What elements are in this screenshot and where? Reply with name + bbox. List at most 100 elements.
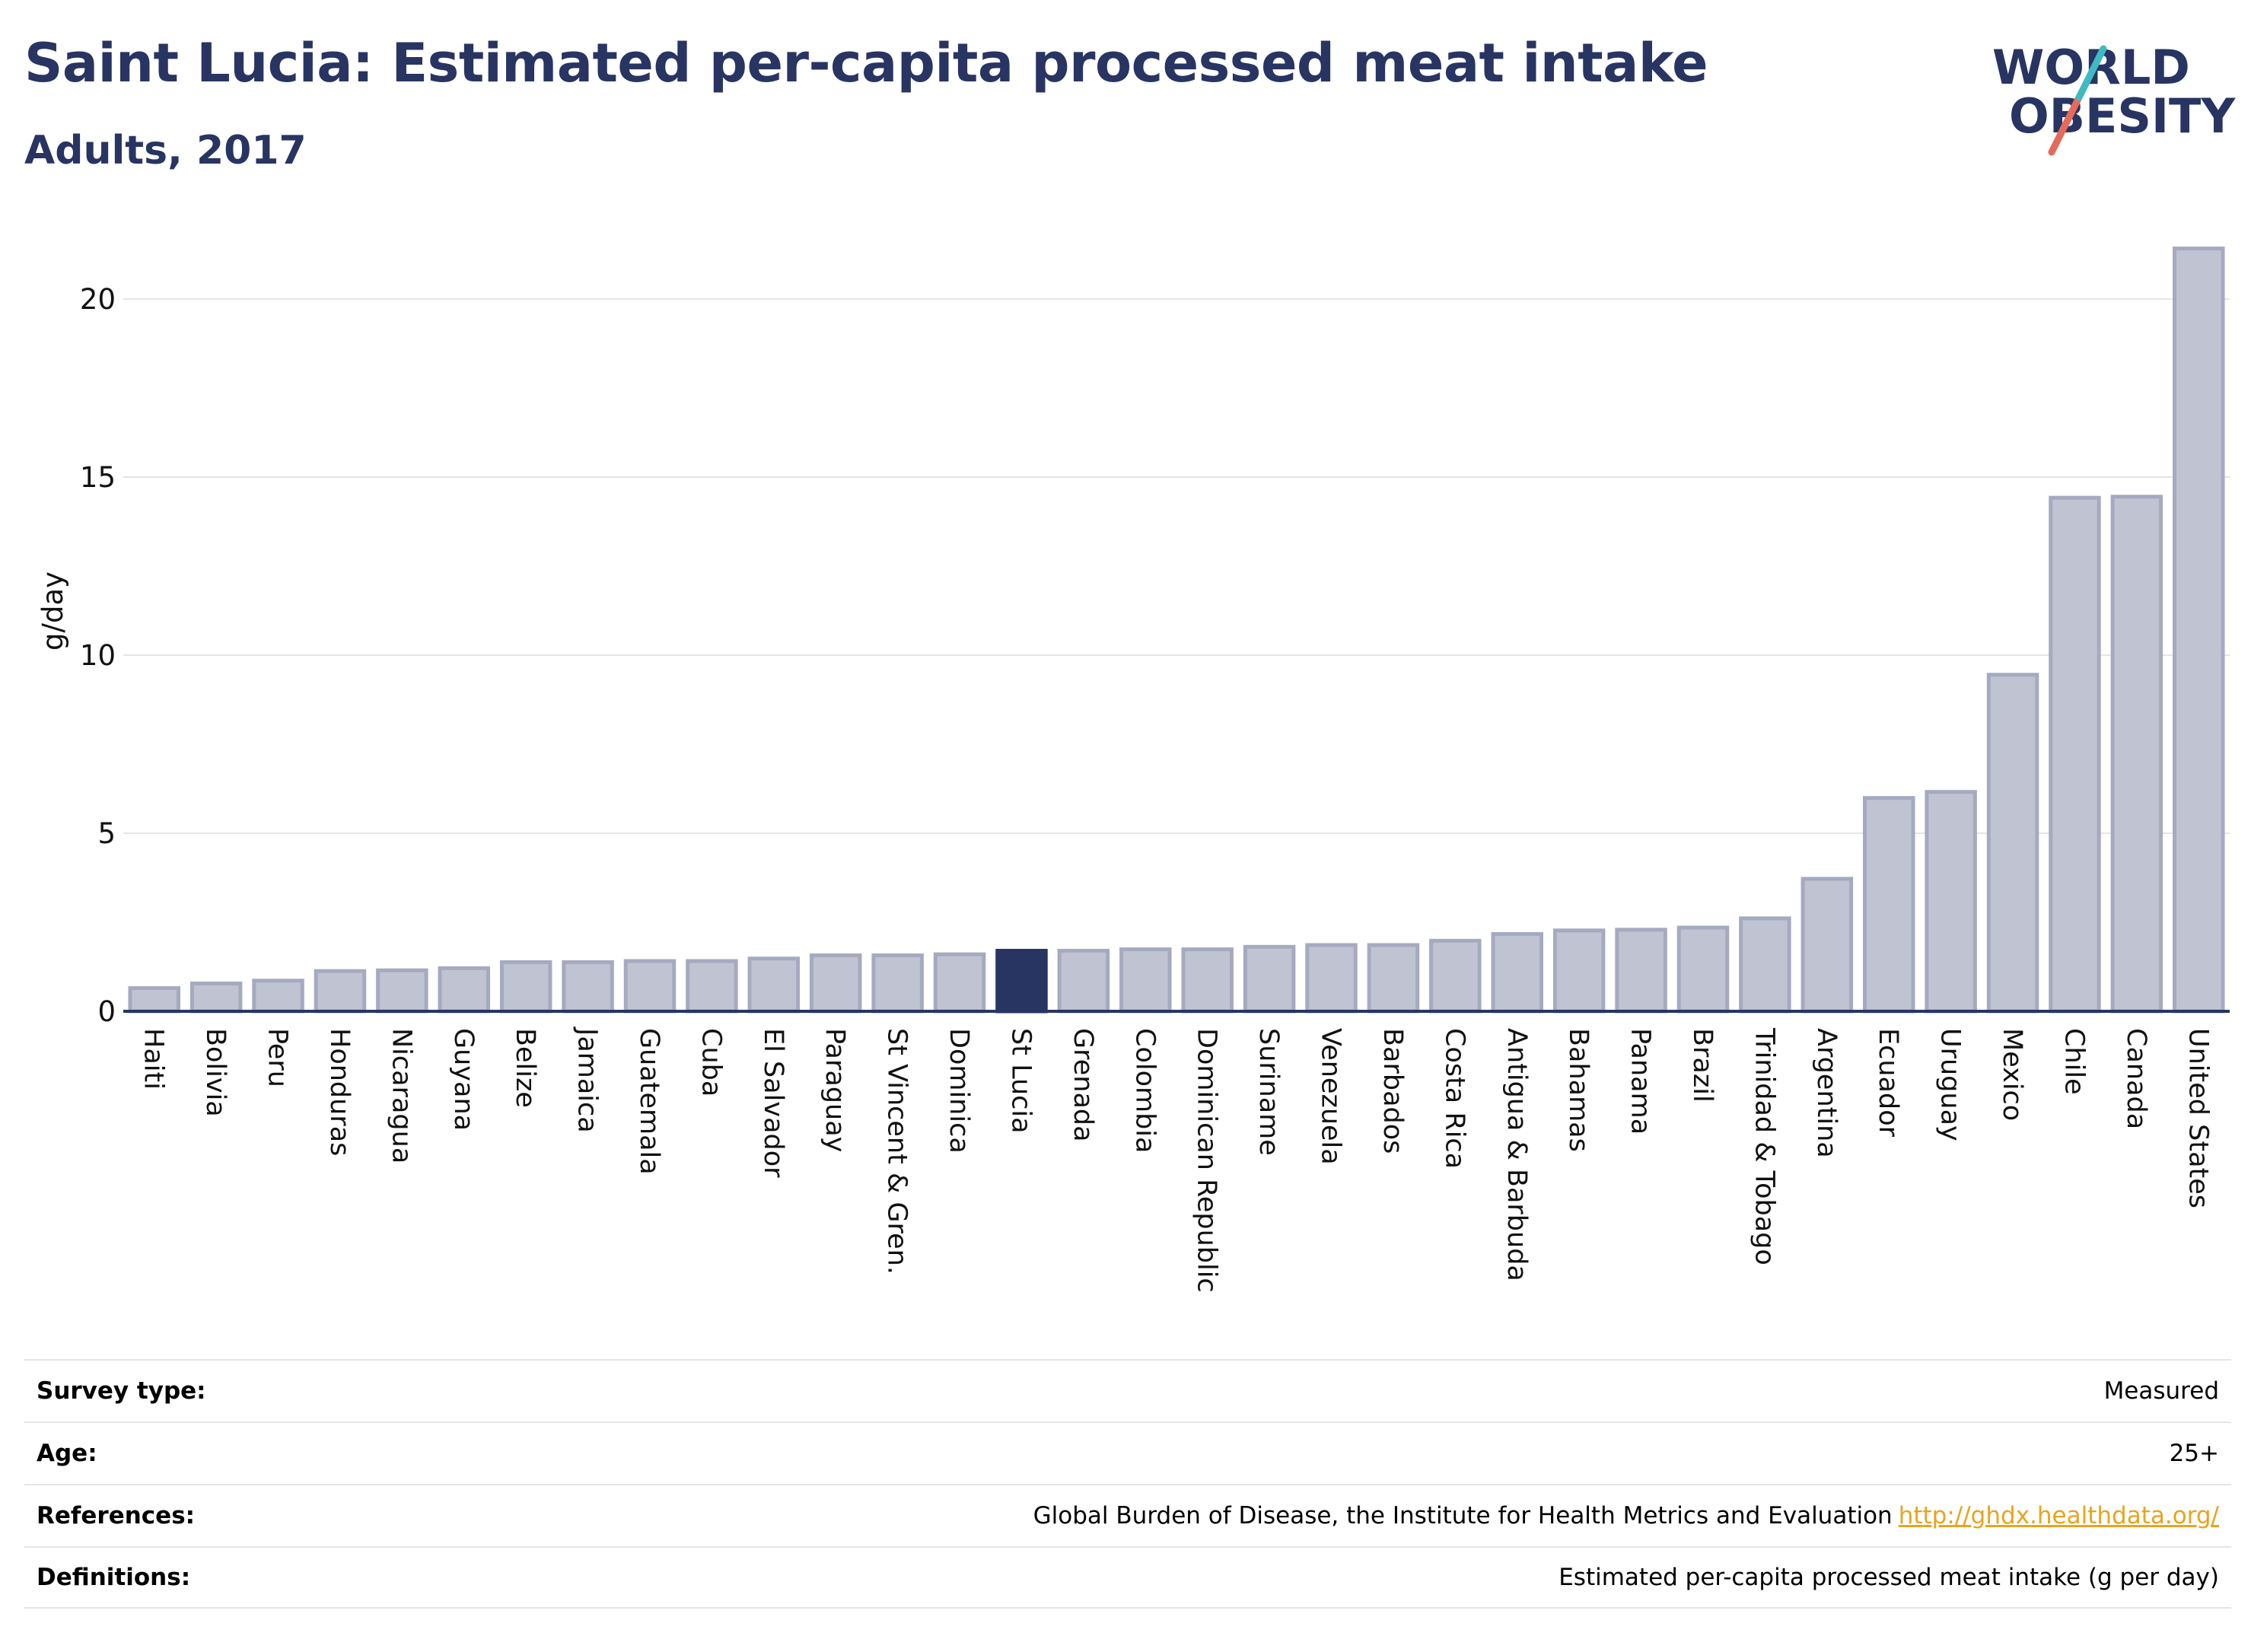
bar[interactable] <box>1615 928 1667 1014</box>
x-tick-label: Honduras <box>324 1028 355 1156</box>
bar[interactable] <box>686 959 738 1014</box>
x-tick-label: Chile <box>2058 1028 2089 1095</box>
bar[interactable] <box>1305 943 1358 1014</box>
reference-link[interactable]: http://ghdx.healthdata.org/ <box>1898 1502 2219 1529</box>
x-tick-label: Venezuela <box>1316 1028 1346 1165</box>
bar[interactable] <box>2049 495 2101 1014</box>
x-tick-label: Panama <box>1625 1028 1656 1135</box>
bar[interactable] <box>376 968 428 1014</box>
bar[interactable] <box>1429 938 1482 1014</box>
bar[interactable] <box>809 953 862 1014</box>
info-value: Global Burden of Disease, the Institute … <box>1033 1502 1893 1529</box>
x-tick-label: El Salvador <box>758 1028 788 1178</box>
x-tick-label: Colombia <box>1129 1028 1160 1153</box>
x-tick-label: Haiti <box>138 1028 169 1090</box>
bar[interactable] <box>933 952 986 1014</box>
x-tick-label: Suriname <box>1253 1028 1284 1156</box>
bar[interactable] <box>623 959 677 1014</box>
x-tick-label: Bolivia <box>200 1028 231 1117</box>
x-tick-label: Mexico <box>1997 1028 2027 1121</box>
info-row-definitions: Definitions: Estimated per-capita proces… <box>24 1546 2231 1609</box>
bar[interactable] <box>1367 943 1420 1014</box>
x-tick-label: Jamaica <box>572 1027 603 1133</box>
x-tick-label: Guatemala <box>634 1028 664 1175</box>
info-key: Age: <box>37 1440 97 1467</box>
x-tick-label: Bahamas <box>1563 1028 1594 1152</box>
bar[interactable] <box>2110 495 2163 1014</box>
info-value: Measured <box>2103 1377 2219 1405</box>
bar[interactable] <box>1243 944 1296 1014</box>
bar[interactable] <box>1181 947 1234 1014</box>
x-tick-label: United States <box>2183 1028 2213 1208</box>
bar[interactable] <box>1925 790 1977 1014</box>
x-axis-labels: Haiti Bolivia Peru Honduras Nicaragua Guyana B… <box>138 1027 2214 1293</box>
x-tick-label: Dominica <box>944 1028 974 1154</box>
bar[interactable] <box>499 960 552 1014</box>
x-tick-label: Belize <box>510 1028 540 1108</box>
y-tick-label: 10 <box>80 639 116 672</box>
y-tick-label: 15 <box>80 461 116 494</box>
chart-subtitle: Adults, 2017 <box>24 128 307 173</box>
info-row-age: Age: 25+ <box>24 1421 2231 1484</box>
bar-highlight[interactable] <box>995 948 1048 1014</box>
logo-slash-teal <box>2075 45 2107 101</box>
bars <box>128 247 2225 1014</box>
world-obesity-logo: WORLD OBESITY <box>1992 40 2236 156</box>
info-key: Survey type: <box>37 1377 206 1405</box>
x-tick-label: Costa Rica <box>1439 1028 1469 1169</box>
y-tick-label: 5 <box>97 817 116 850</box>
bar-chart: 0 5 10 15 20 g/day Haiti Bolivia Peru Honduras N… <box>37 247 2230 1293</box>
x-tick-label: Ecuador <box>1873 1028 1903 1138</box>
bar[interactable] <box>1739 916 1791 1014</box>
x-tick-label: Argentina <box>1811 1028 1842 1158</box>
bar[interactable] <box>1119 947 1172 1014</box>
bar[interactable] <box>562 960 614 1014</box>
x-tick-label: Dominican Republic <box>1192 1028 1222 1293</box>
x-tick-label: St Vincent & Gren. <box>882 1028 912 1275</box>
info-row-references: References: Global Burden of Disease, th… <box>24 1484 2231 1546</box>
info-value: Estimated per-capita processed meat inta… <box>1559 1564 2219 1591</box>
x-tick-label: St Lucia <box>1005 1028 1036 1134</box>
info-row-survey-type: Survey type: Measured <box>24 1359 2231 1421</box>
bar[interactable] <box>1676 925 1730 1014</box>
x-tick-label: Trinidad & Tobago <box>1749 1027 1779 1265</box>
x-tick-label: Nicaragua <box>386 1028 416 1163</box>
x-tick-label: Grenada <box>1068 1028 1098 1142</box>
y-axis-ticks: 0 5 10 15 20 <box>80 283 116 1028</box>
y-axis-label: g/day <box>37 571 69 651</box>
bar[interactable] <box>747 957 801 1014</box>
chart-title: Saint Lucia: Estimated per-capita proces… <box>24 32 1708 94</box>
x-tick-label: Guyana <box>448 1028 479 1131</box>
y-tick-label: 20 <box>80 283 116 316</box>
bar[interactable] <box>2173 247 2225 1014</box>
bar[interactable] <box>314 969 367 1014</box>
bar[interactable] <box>871 953 924 1014</box>
info-value-wrap: Global Burden of Disease, the Institute … <box>1033 1502 2219 1529</box>
bar[interactable] <box>1986 673 2039 1014</box>
bar[interactable] <box>189 981 243 1014</box>
bar[interactable] <box>128 986 180 1014</box>
bar[interactable] <box>1057 948 1110 1014</box>
info-value: 25+ <box>2169 1440 2219 1467</box>
x-tick-label: Canada <box>2121 1028 2151 1129</box>
x-tick-label: Barbados <box>1377 1028 1408 1154</box>
logo-word-obesity: OBESITY <box>2009 88 2236 144</box>
gridlines <box>123 298 2230 834</box>
bar[interactable] <box>1800 877 1854 1014</box>
logo-slash-coral <box>2048 94 2083 156</box>
bar[interactable] <box>1862 796 1915 1014</box>
x-tick-label: Antigua & Barbuda <box>1501 1028 1532 1281</box>
x-tick-label: Brazil <box>1687 1028 1718 1103</box>
y-tick-label: 0 <box>97 995 116 1028</box>
bar[interactable] <box>252 979 304 1014</box>
info-key: References: <box>37 1502 196 1529</box>
x-tick-label: Uruguay <box>1935 1028 1966 1141</box>
info-table: Survey type: Measured Age: 25+ Reference… <box>24 1359 2231 1609</box>
bar[interactable] <box>438 966 491 1014</box>
x-tick-label: Cuba <box>696 1028 726 1097</box>
info-key: Definitions: <box>37 1564 191 1591</box>
bar[interactable] <box>1552 928 1606 1014</box>
bar[interactable] <box>1491 931 1544 1014</box>
x-tick-label: Paraguay <box>820 1028 850 1152</box>
x-tick-label: Peru <box>263 1028 293 1087</box>
